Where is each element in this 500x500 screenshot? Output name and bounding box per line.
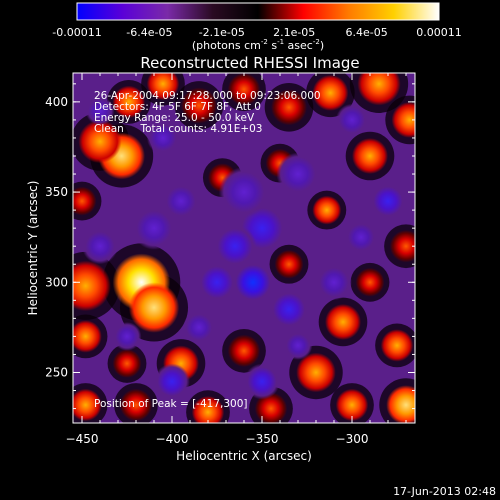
- colorbar-tick-label: -2.1e-05: [199, 26, 245, 39]
- y-tick-label: 400: [45, 95, 68, 109]
- colorbar: -0.00011 -6.4e-05 -2.1e-05 2.1e-05 6.4e-05 0.…: [52, 2, 462, 52]
- chart-title: Reconstructed RHESSI Image: [140, 54, 359, 72]
- annotation-peak-position: Position of Peak = [-417,300]: [94, 398, 248, 410]
- heatmap-negative-region: [269, 289, 309, 330]
- y-axis-ticks: 250 300 350 400: [45, 83, 415, 410]
- heatmap-positive-source: [325, 303, 361, 340]
- annotation-block: 26-Apr-2004 09:17:28.000 to 09:23:06.000…: [94, 90, 321, 410]
- heatmap-positive-source: [73, 186, 97, 216]
- heatmap-positive-source: [391, 101, 415, 138]
- colorbar-tick-label: 6.4e-05: [345, 26, 387, 39]
- heatmap-negative-region: [85, 96, 115, 126]
- heatmap-positive-source: [355, 267, 385, 297]
- colorbar-tick-label: 2.1e-05: [273, 26, 315, 39]
- heatmap-negative-region: [132, 206, 176, 250]
- heatmap-positive-source: [274, 249, 304, 279]
- heatmap-plot: [73, 73, 415, 423]
- heatmap-negative-region: [344, 220, 378, 254]
- annotation-clean-counts: Clean Total counts: 4.91E+03: [94, 123, 263, 135]
- heatmap-negative-region: [213, 224, 257, 268]
- heatmap-positive-source: [119, 388, 153, 422]
- x-axis-ticks: −450 −400 −350 −300: [66, 73, 407, 446]
- colorbar-tick-label: -0.00011: [52, 26, 101, 39]
- heatmap-negative-region: [112, 322, 142, 351]
- x-axis-label: Heliocentric X (arcsec): [176, 449, 312, 463]
- heatmap-positive-source: [357, 73, 401, 106]
- x-tick-label: −400: [156, 432, 189, 446]
- heatmap-positive-source: [227, 334, 261, 368]
- annotation-detectors: Detectors: 4F 5F 6F 7F 8F, Att 0: [94, 101, 261, 113]
- colorbar-tick-label: -6.4e-05: [126, 26, 172, 39]
- heatmap-positive-source: [296, 352, 336, 393]
- heatmap-positive-source: [78, 119, 122, 164]
- y-axis-label: Heliocentric Y (arcsec): [26, 181, 40, 316]
- heatmap-negative-region: [335, 103, 369, 137]
- colorbar-tick-label: 0.00011: [416, 26, 462, 39]
- heatmap-positive-source: [227, 73, 261, 106]
- heatmap-negative-region: [197, 262, 237, 303]
- heatmap-positive-source: [73, 260, 111, 312]
- heatmap-negative-region: [244, 363, 280, 400]
- x-tick-label: −350: [246, 432, 279, 446]
- annotation-energy-range: Energy Range: 25.0 - 50.0 keV: [94, 112, 255, 124]
- heatmap-negative-region: [154, 363, 190, 400]
- heatmap-negative-region: [283, 331, 313, 360]
- heatmap-positive-source: [254, 392, 288, 423]
- heatmap-positive-source: [73, 388, 102, 422]
- heatmap-positive-source: [128, 282, 180, 333]
- heatmap-positive-source: [271, 89, 307, 126]
- heatmap-positive-source: [112, 349, 142, 378]
- x-tick-label: −300: [336, 432, 369, 446]
- heatmap-positive-source: [112, 85, 145, 119]
- heatmap-negative-region: [218, 166, 270, 218]
- heatmap-positive-source: [352, 137, 388, 174]
- heatmap-negative-region: [82, 228, 118, 265]
- y-tick-label: 250: [45, 365, 68, 379]
- colorbar-gradient: [76, 2, 440, 21]
- colorbar-unit-label: (photons cm-2 s-1 asec-2): [192, 38, 324, 52]
- timestamp: 17-Jun-2013 02:48: [393, 485, 496, 498]
- heatmap-negative-region: [316, 264, 352, 301]
- annotation-time-range: 26-Apr-2004 09:17:28.000 to 09:23:06.000: [94, 90, 321, 102]
- heatmap-positive-source: [181, 87, 217, 124]
- x-tick-label: −450: [66, 432, 99, 446]
- heatmap-negative-region: [370, 183, 406, 220]
- heatmap-negative-region: [231, 260, 275, 304]
- heatmap-positive-source: [146, 73, 180, 101]
- heatmap-positive-source: [386, 385, 415, 423]
- heatmap-blobs: [73, 73, 415, 423]
- heatmap-positive-source: [380, 329, 414, 362]
- heatmap-negative-region: [163, 183, 199, 220]
- heatmap-positive-source: [389, 230, 415, 263]
- y-tick-label: 350: [45, 185, 68, 199]
- heatmap-positive-source: [335, 388, 369, 422]
- heatmap-positive-source: [191, 395, 225, 423]
- heatmap-negative-region: [146, 121, 180, 155]
- y-tick-label: 300: [45, 275, 68, 289]
- heatmap-negative-region: [276, 152, 320, 196]
- heatmap-positive-source: [312, 195, 342, 225]
- colorbar-ticks: -0.00011 -6.4e-05 -2.1e-05 2.1e-05 6.4e-05 0.…: [52, 26, 461, 39]
- heatmap-positive-source: [73, 320, 102, 353]
- heatmap-positive-source: [312, 74, 349, 111]
- heatmap-negative-region: [182, 311, 216, 344]
